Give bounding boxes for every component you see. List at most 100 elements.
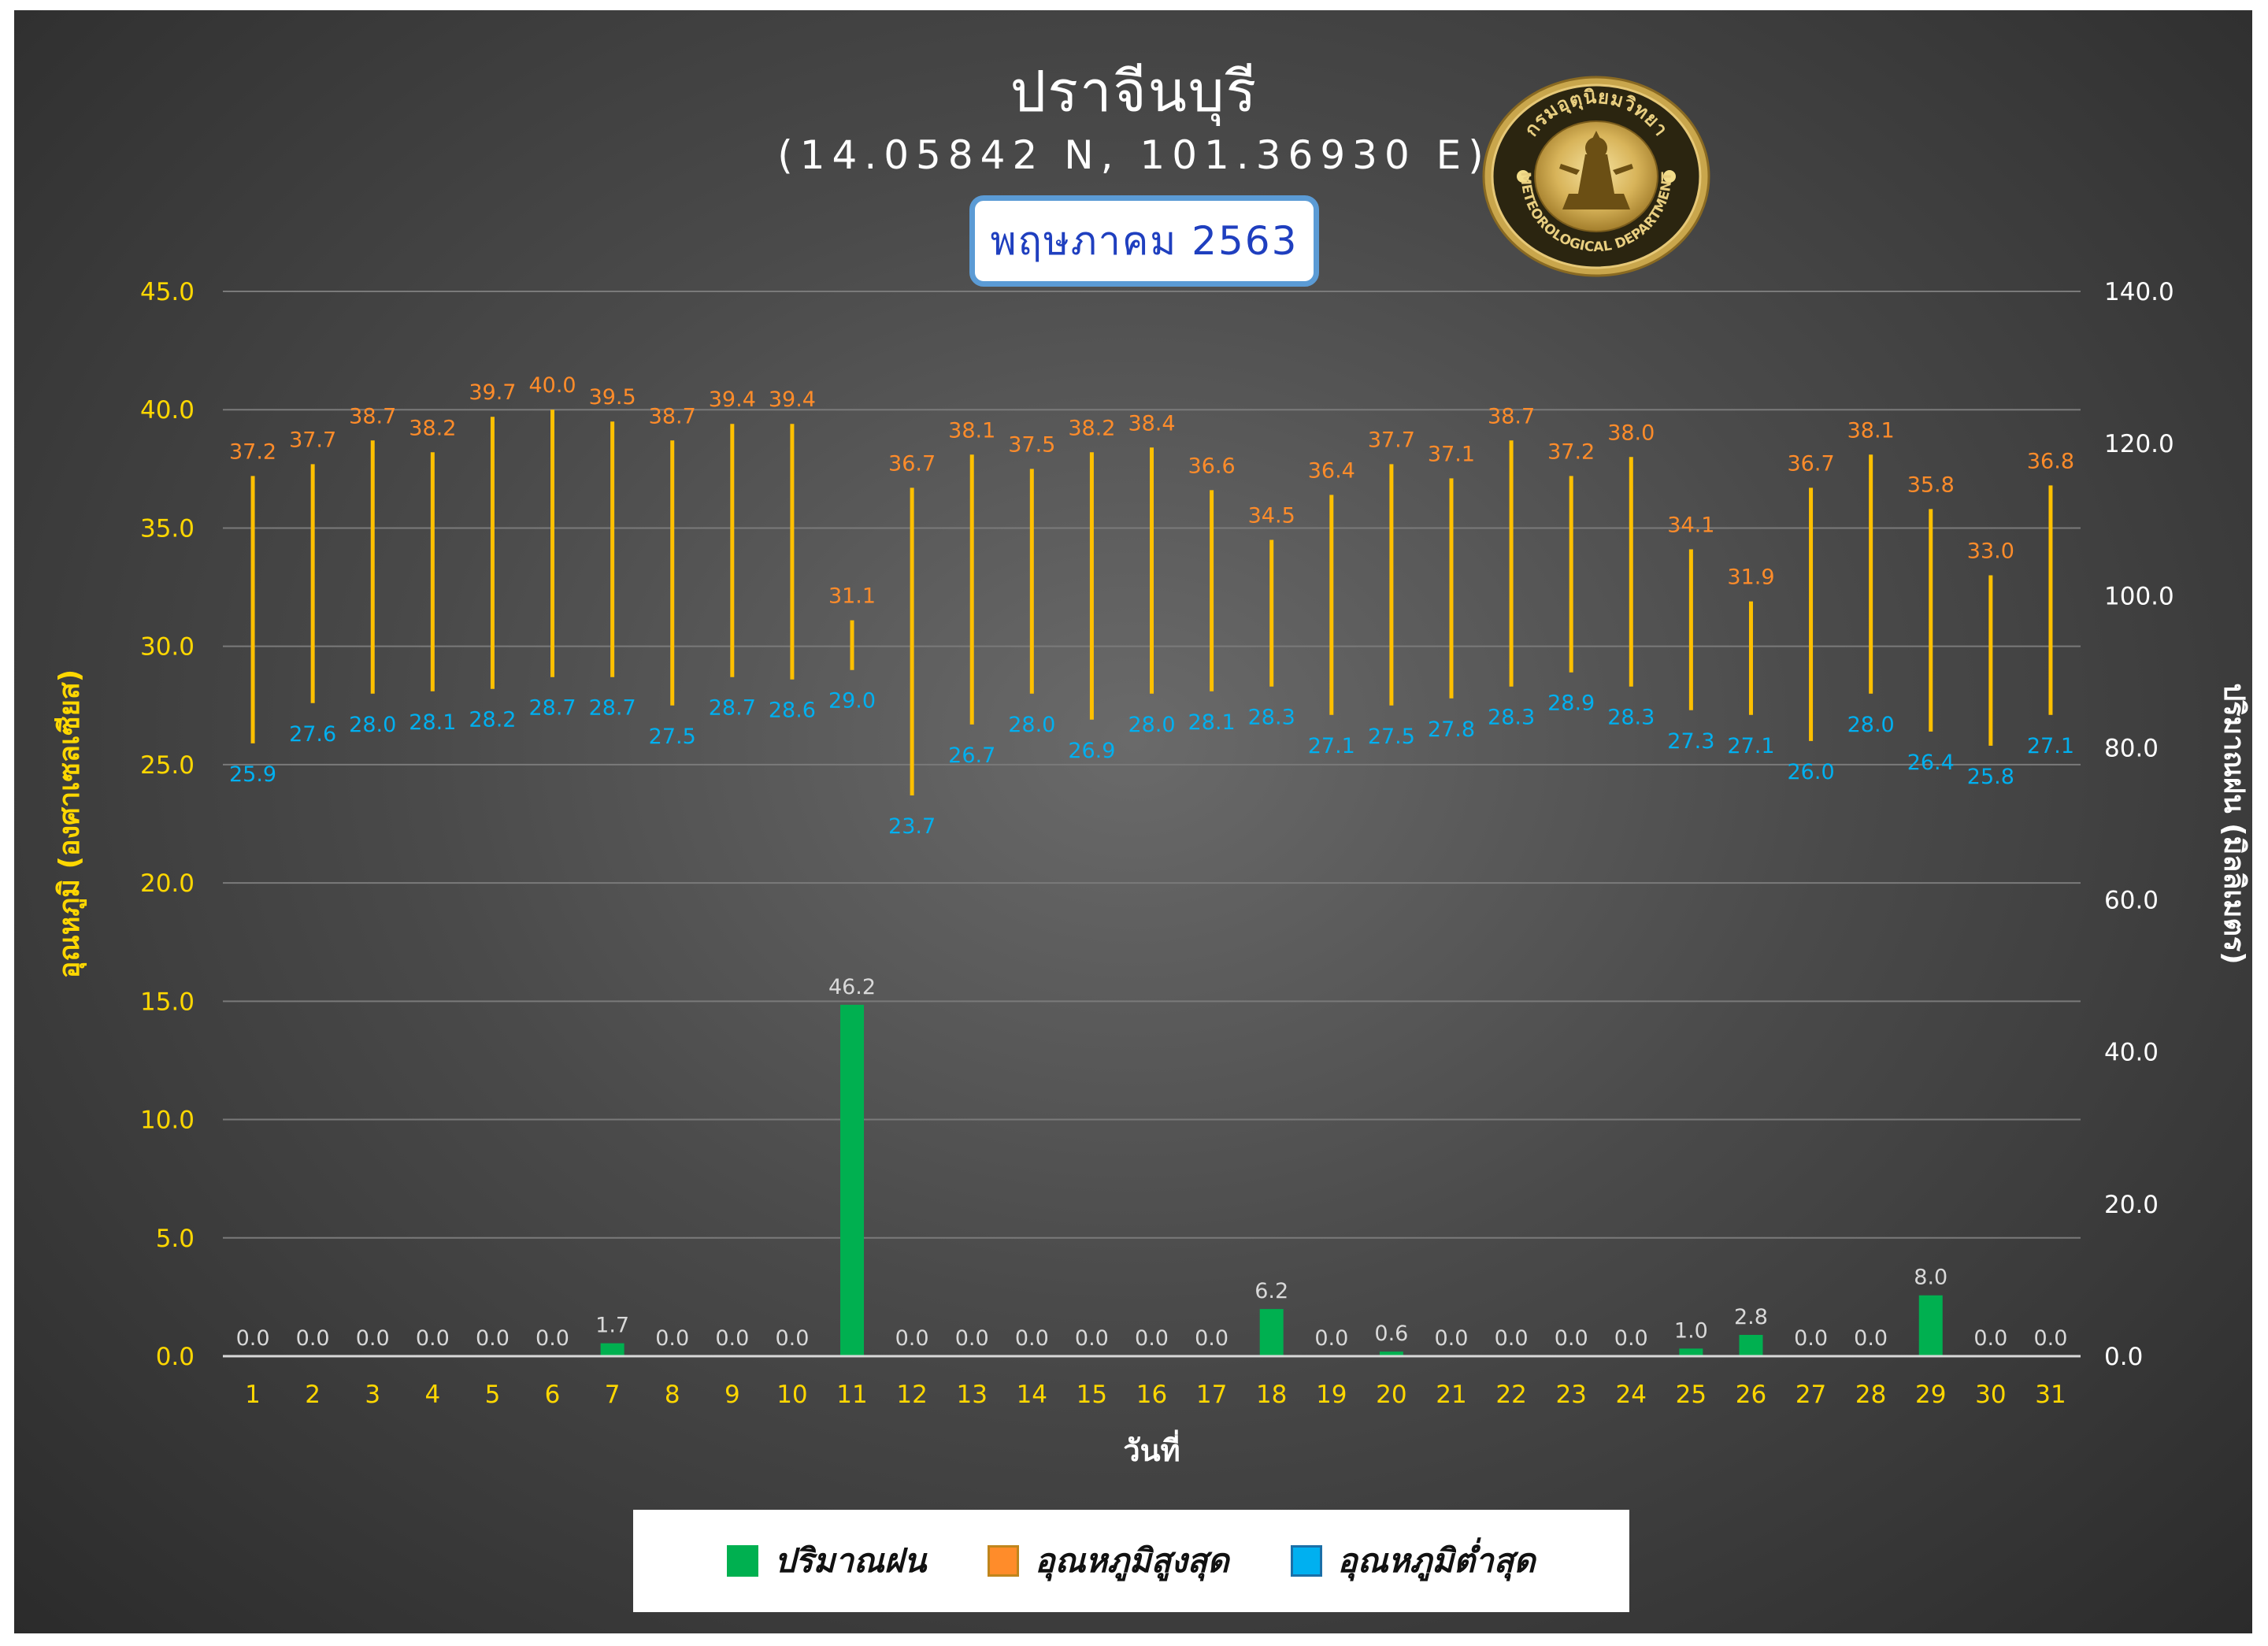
x-tick-label: 3	[365, 1381, 380, 1409]
x-tick-label: 27	[1796, 1381, 1826, 1409]
rain-value-label: 0.0	[1495, 1326, 1529, 1351]
y-tick-label: 25.0	[140, 751, 195, 780]
x-tick-label: 24	[1616, 1381, 1647, 1409]
max-temp-label: 31.9	[1727, 565, 1774, 590]
min-temp-label: 26.9	[1068, 739, 1115, 763]
rain-value-label: 0.0	[1794, 1326, 1828, 1351]
legend-swatch-min	[1290, 1545, 1322, 1577]
month-label: พฤษภาคม 2563	[990, 217, 1299, 264]
rain-value-label: 0.0	[655, 1326, 689, 1351]
y-tick-label: 45.0	[140, 278, 195, 306]
rain-value-label: 6.2	[1254, 1279, 1288, 1303]
x-tick-label: 26	[1736, 1381, 1766, 1409]
min-temp-label: 28.3	[1488, 706, 1535, 730]
x-tick-label: 20	[1376, 1381, 1406, 1409]
min-temp-label: 26.4	[1907, 751, 1955, 775]
x-tick-label: 21	[1436, 1381, 1466, 1409]
y-tick-label: 0.0	[156, 1343, 195, 1371]
max-temp-label: 37.7	[289, 428, 336, 452]
legend-label-max: อุณหภูมิสูงสุด	[1035, 1541, 1229, 1580]
min-temp-label: 27.3	[1667, 729, 1714, 754]
rain-value-label: 0.0	[416, 1326, 450, 1351]
max-temp-label: 37.1	[1428, 442, 1475, 466]
rain-value-label: 0.0	[1314, 1326, 1348, 1351]
legend-item-min: อุณหภูมิต่ำสุด	[1290, 1535, 1536, 1587]
rain-value-label: 0.0	[1435, 1326, 1469, 1351]
max-temp-label: 36.7	[888, 451, 936, 476]
min-temp-label: 27.6	[289, 722, 336, 747]
min-temp-label: 26.7	[948, 743, 995, 768]
x-tick-label: 5	[485, 1381, 501, 1409]
min-temp-label: 27.8	[1428, 717, 1475, 742]
min-temp-label: 29.0	[828, 689, 876, 714]
y-tick-label: 15.0	[140, 988, 195, 1016]
rain-value-label: 0.0	[1854, 1326, 1888, 1351]
meteorological-department-seal-icon: กรมอุตุนิยมวิทยา METEOROLOGICAL DEPARTME…	[1482, 76, 1710, 277]
rain-value-label: 0.0	[1973, 1326, 2007, 1351]
min-temp-label: 27.1	[1308, 734, 1355, 758]
min-temp-label: 28.9	[1547, 691, 1595, 716]
max-temp-label: 37.5	[1008, 432, 1055, 457]
min-temp-label: 28.0	[1128, 713, 1175, 737]
min-temp-label: 28.2	[469, 708, 516, 732]
x-tick-label: 9	[724, 1381, 740, 1409]
axes: 0.05.010.015.020.025.030.035.040.045.00.…	[54, 278, 2250, 1468]
x-tick-label: 17	[1196, 1381, 1227, 1409]
legend-swatch-rain	[727, 1545, 759, 1577]
min-temp-label: 27.1	[1727, 734, 1774, 758]
max-temp-label: 39.7	[469, 380, 516, 405]
chart-subtitle-coordinates: (14.05842 N, 101.36930 E)	[777, 132, 1491, 178]
min-temp-label: 28.0	[1847, 713, 1895, 737]
max-temp-label: 38.7	[649, 404, 696, 428]
x-tick-label: 25	[1676, 1381, 1707, 1409]
x-tick-label: 29	[1915, 1381, 1946, 1409]
y2-tick-label: 60.0	[2104, 887, 2159, 915]
min-temp-label: 28.7	[709, 696, 756, 721]
max-temp-label: 36.7	[1788, 451, 1835, 476]
x-tick-label: 8	[665, 1381, 680, 1409]
min-temp-label: 27.5	[1368, 725, 1415, 749]
rain-value-label: 0.0	[1555, 1326, 1588, 1351]
x-tick-label: 31	[2035, 1381, 2066, 1409]
x-tick-label: 1	[245, 1381, 261, 1409]
min-temp-label: 26.0	[1788, 760, 1835, 784]
legend: ปริมาณฝน อุณหภูมิสูงสุด อุณหภูมิต่ำสุด	[633, 1510, 1629, 1612]
month-label-box: พฤษภาคม 2563	[969, 195, 1319, 287]
max-temp-label: 38.2	[409, 416, 456, 440]
rain-value-label: 0.0	[895, 1326, 929, 1351]
gridlines	[223, 291, 2081, 1357]
max-temp-label: 34.1	[1667, 513, 1714, 537]
data-labels: 0.0 37.2 25.9 0.0 37.7 27.6 0.0 38.7 28.0 0.0 38.2…	[229, 373, 2074, 1351]
min-temp-label: 28.7	[589, 696, 636, 721]
x-tick-label: 23	[1555, 1381, 1586, 1409]
y2-axis-title: ปริมาณฝน (มิลลิเมตร)	[2218, 683, 2250, 964]
rain-value-label: 0.0	[715, 1326, 749, 1351]
rain-value-label: 8.0	[1914, 1266, 1947, 1290]
x-tick-label: 12	[896, 1381, 927, 1409]
legend-label-min: อุณหภูมิต่ำสุด	[1337, 1541, 1536, 1580]
max-temp-label: 37.7	[1368, 428, 1415, 452]
temperature-range-lines	[250, 410, 2053, 795]
rain-value-label: 1.7	[595, 1314, 629, 1338]
max-temp-label: 36.6	[1188, 454, 1236, 478]
rain-value-label: 2.8	[1734, 1305, 1768, 1329]
x-tick-label: 2	[305, 1381, 321, 1409]
rain-value-label: 0.0	[1614, 1326, 1648, 1351]
rain-bar	[1739, 1334, 1763, 1356]
rain-value-label: 46.2	[828, 975, 876, 999]
x-tick-label: 18	[1256, 1381, 1287, 1409]
y-tick-label: 20.0	[140, 869, 195, 898]
max-temp-label: 38.7	[1488, 404, 1535, 428]
max-temp-label: 38.1	[948, 418, 995, 443]
y-tick-label: 5.0	[156, 1225, 195, 1253]
min-temp-label: 25.8	[1967, 765, 2014, 789]
max-temp-label: 34.5	[1248, 503, 1295, 528]
y-tick-label: 30.0	[140, 633, 195, 662]
max-temp-label: 35.8	[1907, 473, 1955, 497]
rain-value-label: 0.6	[1374, 1322, 1408, 1346]
max-temp-label: 31.1	[828, 584, 876, 609]
y2-tick-label: 100.0	[2104, 582, 2174, 610]
y-tick-label: 10.0	[140, 1107, 195, 1135]
min-temp-label: 28.0	[349, 713, 396, 737]
min-temp-label: 28.1	[1188, 710, 1236, 735]
